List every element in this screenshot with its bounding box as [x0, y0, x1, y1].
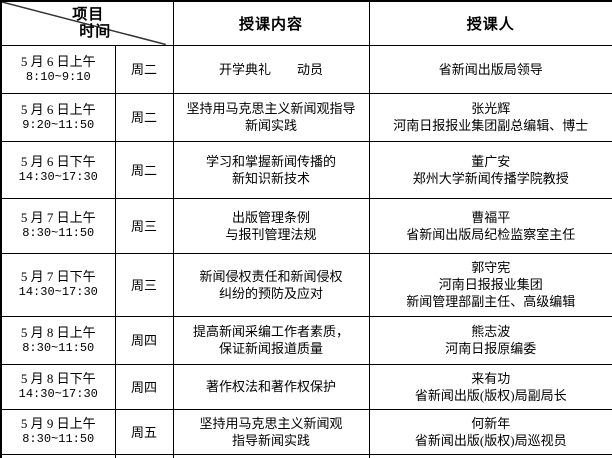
weekday-cell: 周五 [114, 408, 174, 455]
date-cell: 5 月 9 日上午 8:30~11:50 [0, 408, 116, 455]
lecturer-text: 曹福平 省新闻出版局纪检监察室主任 [406, 209, 576, 242]
time-text: 8:30~11:50 [22, 226, 95, 240]
table-row: 5 月 8 日下午 14:30~17:30 周四 著作权法和著作权保护 来有功 … [0, 363, 612, 410]
weekday-text: 周二 [131, 162, 158, 178]
weekday-cell: 周二 [114, 140, 174, 199]
date-text: 5 月 9 日上午 [20, 416, 96, 431]
lecturer-cell: 何新年 省新闻出版(版权)局巡视员 [368, 408, 612, 455]
lecturer-cell: 郭守宪 河南日报报业集团 新闻管理部副主任、高级编辑 [368, 252, 612, 317]
date-cell: 5 月 6 日上午 8:10~9:10 [0, 44, 116, 94]
lecturer-cell: 省新闻出版局领导 [368, 44, 612, 94]
date-text: 5 月 8 日下午 [20, 371, 96, 386]
content-cell: 提高新闻采编工作者素质， 保证新闻报道质量 [172, 315, 370, 365]
table-row: 5 月 9 日上午 8:30~11:50 周五 坚持用马克思主义新闻观 指导新闻… [0, 408, 612, 455]
weekday-text: 周三 [131, 218, 158, 234]
date-text: 5 月 7 日下午 [20, 269, 96, 284]
weekday-cell: 周三 [114, 252, 174, 317]
time-label: 时间 [79, 23, 112, 41]
time-text: 14:30~17:30 [18, 170, 98, 184]
date-cell: 5 月 7 日上午 8:30~11:50 [0, 197, 116, 254]
content-text: 学习和掌握新闻传播的 新知识新技术 [206, 153, 337, 186]
content-text: 出版管理条例 与报刊管理法规 [225, 209, 317, 242]
weekday-text: 周二 [131, 62, 158, 77]
time-text: 8:30~11:50 [22, 432, 95, 446]
weekday-cell: 周四 [114, 363, 174, 410]
lecturer-text: 来有功 省新闻出版(版权)局副局长 [414, 370, 567, 403]
lecturer-text: 郭守宪 河南日报报业集团 新闻管理部副主任、高级编辑 [406, 260, 576, 309]
date-cell: 5 月 6 日上午 9:20~11:50 [0, 92, 116, 142]
lecturer-text: 熊志波 河南日报原编委 [445, 324, 537, 356]
lecturer-cell [368, 453, 612, 458]
time-text: 9:20~11:50 [22, 117, 95, 132]
date-text: 5 月 6 日下午 [20, 154, 96, 169]
lecturer-text: 董广安 郑州大学新闻传播学院教授 [412, 153, 569, 186]
corner-labels: 项目 时间 [2, 6, 172, 41]
lecturer-header: 授课人 [368, 0, 612, 46]
date-cell: 5 月 7 日下午 14:30~17:30 [0, 252, 116, 317]
table-row: 5 月 7 日下午 14:30~17:30 周三 新闻侵权责任和新闻侵权 纠纷的… [0, 252, 612, 317]
content-text: 开学典礼 动员 [219, 61, 324, 77]
time-text: 8:10~9:10 [25, 69, 91, 84]
content-cell: 学习和掌握新闻传播的 新知识新技术 [172, 140, 370, 199]
weekday-cell: 周二 [114, 92, 174, 142]
content-cell: 坚持用马克思主义新闻观 指导新闻实践 [172, 408, 370, 455]
table-row: 5 月 6 日上午 8:10~9:10 周二 开学典礼 动员 省新闻出版局领导 [0, 44, 612, 94]
weekday-cell [114, 453, 174, 458]
lecturer-cell: 董广安 郑州大学新闻传播学院教授 [368, 140, 612, 199]
partial-row [0, 453, 612, 458]
lecturer-cell: 来有功 省新闻出版(版权)局副局长 [368, 363, 612, 410]
date-cell: 5 月 8 日下午 14:30~17:30 [0, 363, 116, 410]
time-text: 14:30~17:30 [18, 285, 98, 299]
content-text: 坚持用马克思主义新闻观指导 新闻实践 [186, 101, 356, 133]
lecturer-text: 张光辉 河南日报报业集团副总编辑、博士 [393, 101, 589, 133]
table-row: 5 月 7 日上午 8:30~11:50 周三 出版管理条例 与报刊管理法规 曹… [0, 197, 612, 254]
date-text: 5 月 8 日上午 [20, 324, 96, 340]
diagonal-line [2, 2, 173, 45]
content-text: 坚持用马克思主义新闻观 指导新闻实践 [199, 415, 343, 448]
weekday-text: 周四 [131, 379, 158, 395]
date-text: 5 月 7 日上午 [20, 210, 96, 225]
date-text: 5 月 6 日上午 [20, 53, 96, 69]
weekday-text: 周五 [131, 424, 158, 440]
weekday-cell: 周二 [114, 44, 174, 94]
date-cell [0, 453, 116, 458]
weekday-text: 周四 [131, 333, 158, 348]
lecturer-text: 何新年 省新闻出版(版权)局巡视员 [414, 415, 567, 448]
content-text: 新闻侵权责任和新闻侵权 纠纷的预防及应对 [199, 268, 343, 301]
content-text: 提高新闻采编工作者素质， 保证新闻报道质量 [193, 324, 350, 356]
lecturer-cell: 熊志波 河南日报原编委 [368, 315, 612, 365]
lecturer-cell: 张光辉 河南日报报业集团副总编辑、博士 [368, 92, 612, 142]
lecturer-cell: 曹福平 省新闻出版局纪检监察室主任 [368, 197, 612, 254]
content-header: 授课内容 [172, 0, 370, 46]
project-label: 项目 [72, 6, 105, 24]
time-text: 14:30~17:30 [18, 387, 98, 401]
date-text: 5 月 6 日上午 [20, 101, 96, 117]
date-cell: 5 月 6 日下午 14:30~17:30 [0, 140, 116, 199]
content-cell: 开学典礼 动员 [172, 44, 370, 94]
content-cell: 著作权法和著作权保护 [172, 363, 370, 410]
content-cell [172, 453, 370, 458]
table-row: 5 月 6 日上午 9:20~11:50 周二 坚持用马克思主义新闻观指导 新闻… [0, 92, 612, 142]
table-row: 5 月 6 日下午 14:30~17:30 周二 学习和掌握新闻传播的 新知识新… [0, 140, 612, 199]
weekday-cell: 周三 [114, 197, 174, 254]
content-cell: 坚持用马克思主义新闻观指导 新闻实践 [172, 92, 370, 142]
weekday-text: 周三 [131, 277, 158, 293]
content-text: 著作权法和著作权保护 [206, 379, 337, 394]
content-cell: 新闻侵权责任和新闻侵权 纠纷的预防及应对 [172, 252, 370, 317]
content-cell: 出版管理条例 与报刊管理法规 [172, 197, 370, 254]
header-row: 项目 时间 授课内容 授课人 [0, 0, 612, 46]
time-text: 8:30~11:50 [22, 340, 95, 355]
corner-cell: 项目 时间 [0, 0, 174, 46]
date-cell: 5 月 8 日上午 8:30~11:50 [0, 315, 116, 365]
weekday-cell: 周四 [114, 315, 174, 365]
lecturer-text: 省新闻出版局领导 [438, 61, 543, 77]
weekday-text: 周二 [131, 110, 158, 125]
table-row: 5 月 8 日上午 8:30~11:50 周四 提高新闻采编工作者素质， 保证新… [0, 315, 612, 365]
